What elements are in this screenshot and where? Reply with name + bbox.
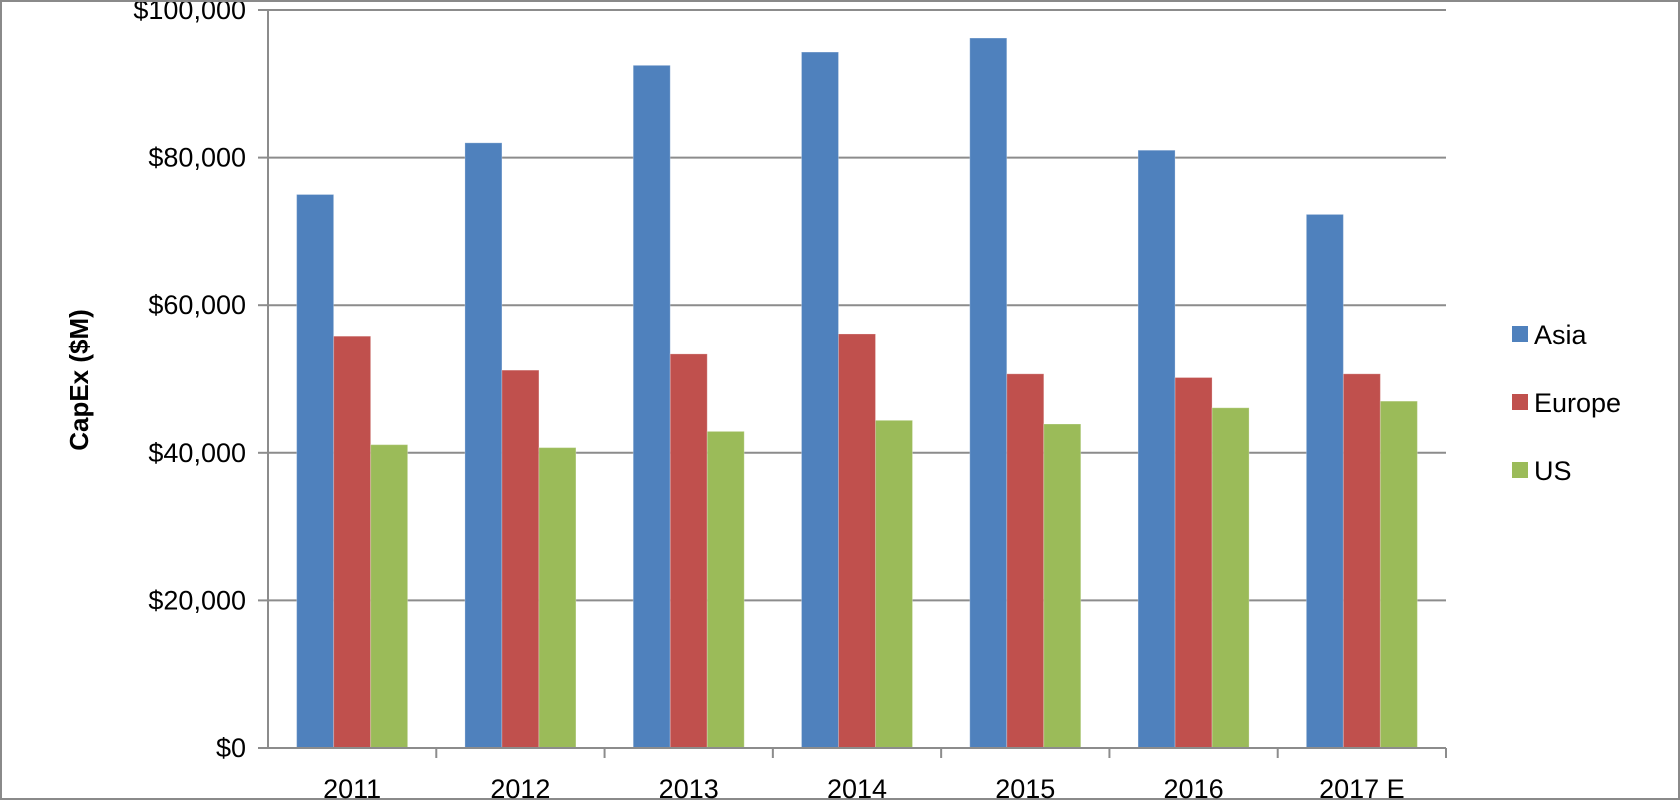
bars — [296, 37, 1418, 749]
x-tick-label: 2013 — [659, 774, 719, 802]
y-tick-label: $40,000 — [148, 438, 246, 468]
legend-swatch-us — [1512, 462, 1528, 478]
bar-us-2011 — [370, 444, 409, 749]
bar-asia-2013 — [632, 64, 671, 749]
y-tick-labels: $0 $20,000 $40,000 $60,000 $80,000 $100,000 — [133, 2, 246, 763]
gridlines — [268, 9, 1446, 602]
bar-asia-2014 — [801, 51, 839, 749]
legend-label-europe: Europe — [1534, 388, 1621, 418]
bar-asia-2012 — [464, 142, 503, 749]
bar-europe-2017-e — [1342, 373, 1381, 749]
y-tick-label: $100,000 — [133, 2, 246, 25]
bar-us-2015 — [1043, 423, 1082, 749]
bar-asia-2015 — [969, 37, 1008, 749]
y-axis-title: CapEx ($M) — [64, 309, 94, 451]
x-tick-label: 2012 — [490, 774, 550, 802]
y-tick-label: $20,000 — [148, 585, 246, 615]
x-tick-label: 2016 — [1164, 774, 1224, 802]
legend-label-asia: Asia — [1534, 320, 1588, 350]
x-tick-label: 2014 — [827, 774, 887, 802]
bar-us-2017-e — [1379, 400, 1418, 749]
legend-swatch-europe — [1512, 394, 1528, 410]
bar-europe-2013 — [669, 353, 708, 749]
x-tick-label: 2017 E — [1319, 774, 1405, 802]
axes — [258, 9, 1447, 758]
bar-europe-2016 — [1174, 377, 1213, 749]
y-tick-label: $60,000 — [148, 290, 246, 320]
bar-europe-2015 — [1006, 373, 1045, 749]
x-tick-label: 2015 — [995, 774, 1055, 802]
bar-us-2012 — [538, 447, 577, 749]
y-tick-label: $0 — [216, 733, 246, 763]
bar-europe-2012 — [501, 369, 540, 749]
legend-label-us: US — [1534, 456, 1572, 486]
legend: Asia Europe US — [1512, 320, 1621, 486]
legend-swatch-asia — [1512, 326, 1528, 342]
bar-us-2014 — [875, 419, 913, 749]
bar-asia-2011 — [296, 194, 335, 749]
x-tick-label: 2011 — [323, 774, 381, 802]
y-tick-label: $80,000 — [148, 143, 246, 173]
bar-asia-2016 — [1137, 149, 1176, 749]
bar-asia-2017-e — [1305, 213, 1344, 749]
bar-us-2016 — [1211, 407, 1250, 749]
x-tick-labels: 2011 2012 2013 2014 2015 2016 2017 E — [323, 774, 1405, 802]
bar-europe-2014 — [838, 333, 876, 749]
bar-us-2013 — [706, 430, 745, 749]
bar-europe-2011 — [333, 335, 372, 749]
